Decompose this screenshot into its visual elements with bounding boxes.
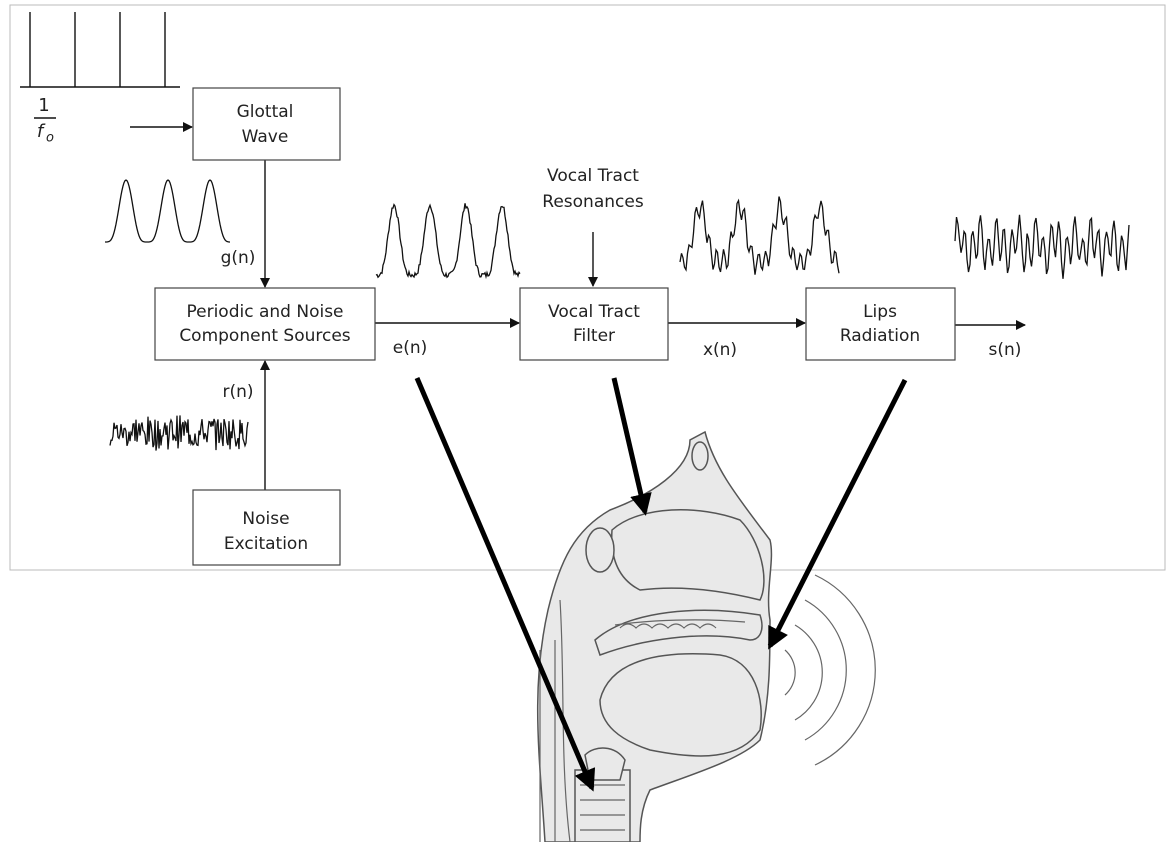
waveform	[375, 203, 521, 280]
node-label: Excitation	[224, 534, 308, 554]
node-label: Noise	[242, 509, 289, 529]
waveform	[105, 179, 230, 243]
waveforms	[105, 179, 1130, 451]
arrows	[130, 122, 1026, 490]
input-label: Vocal Tract	[547, 166, 639, 186]
impulse-train	[20, 12, 180, 88]
pointer-arrows	[414, 377, 908, 792]
fraction-denominator: f	[37, 121, 46, 142]
node-label: Vocal Tract	[548, 302, 640, 322]
node-box	[154, 287, 376, 361]
signal-label: x(n)	[703, 340, 737, 360]
node-label: Periodic and Noise	[186, 302, 343, 322]
signal-label: r(n)	[222, 382, 253, 402]
vocal-tract-illustration	[536, 430, 876, 842]
waveform	[954, 214, 1130, 279]
node-label: Component Sources	[179, 326, 350, 346]
node-box	[805, 287, 956, 361]
waveform	[679, 196, 840, 275]
node-label: Filter	[573, 326, 615, 346]
fraction-numerator: 1	[38, 95, 49, 116]
node-box	[192, 87, 341, 161]
node-label: Lips	[863, 302, 897, 322]
node-box	[519, 287, 669, 361]
signal-label: g(n)	[221, 248, 256, 268]
input-label: Resonances	[542, 192, 644, 212]
node-label: Wave	[242, 127, 289, 147]
fraction-subscript: o	[46, 131, 54, 146]
waveform	[109, 415, 249, 451]
node-label: Glottal	[237, 102, 294, 122]
node-box	[192, 489, 341, 566]
node-label: Radiation	[840, 326, 920, 346]
signal-label: s(n)	[989, 340, 1022, 360]
signal-label: e(n)	[393, 338, 428, 358]
frame	[9, 4, 1166, 571]
